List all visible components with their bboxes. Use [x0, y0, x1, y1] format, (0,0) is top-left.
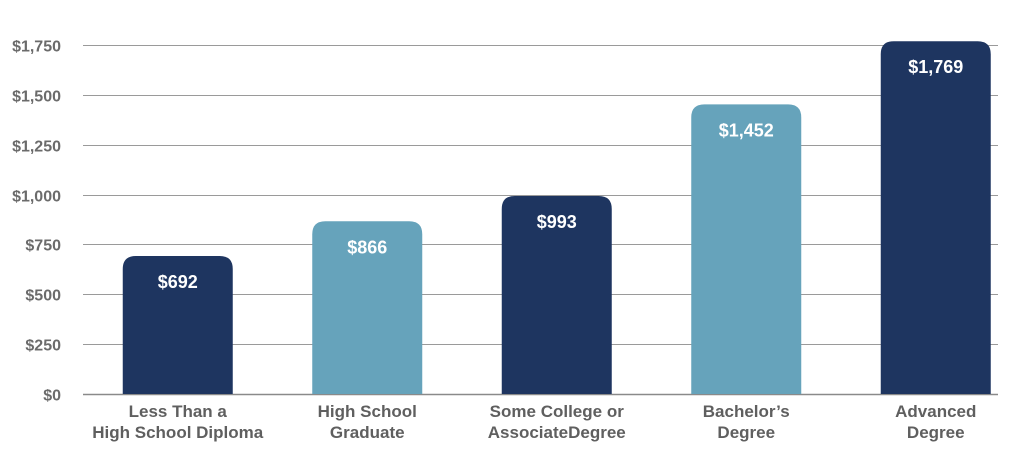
- bar: [501, 195, 612, 394]
- x-tick-label: Bachelor’s: [703, 402, 790, 421]
- y-tick-label: $1,500: [12, 89, 61, 106]
- bars: [122, 41, 991, 395]
- x-tick-label: Graduate: [330, 423, 405, 442]
- x-tick-label: High School Diploma: [92, 423, 263, 442]
- x-tick-label: Advanced: [895, 402, 976, 421]
- bar: [312, 221, 423, 394]
- y-axis-tick-labels: $0 $250 $500 $750 $1,000 $1,250 $1,500 $1,750: [12, 39, 61, 405]
- y-tick-label: $0: [43, 388, 61, 405]
- bar-value-label: $866: [347, 237, 387, 257]
- bar-value-labels: $692 $866 $993 $1,452 $1,769: [158, 57, 964, 292]
- x-tick-label: Some College or: [490, 402, 625, 421]
- bar-value-label: $1,452: [719, 120, 774, 140]
- x-tick-label: Less Than a: [129, 402, 228, 421]
- x-tick-label: High School: [318, 402, 417, 421]
- y-tick-label: $1,250: [12, 139, 61, 156]
- x-axis-category-labels: Less Than a High School Diploma High Schoo…: [92, 402, 976, 442]
- y-tick-label: $500: [25, 288, 61, 305]
- bar-value-label: $1,769: [908, 57, 963, 77]
- x-tick-label: Degree: [717, 423, 775, 442]
- y-tick-label: $750: [25, 238, 61, 255]
- bar: [691, 104, 802, 394]
- bar-value-label: $692: [158, 272, 198, 292]
- gridlines: [83, 45, 998, 396]
- x-tick-label: Degree: [907, 423, 965, 442]
- bar: [122, 255, 233, 394]
- y-tick-label: $1,000: [12, 189, 61, 206]
- x-tick-label: AssociateDegree: [488, 423, 626, 442]
- y-tick-label: $250: [25, 338, 61, 355]
- bar: [880, 41, 991, 395]
- bar-value-label: $993: [537, 212, 577, 232]
- y-tick-label: $1,750: [12, 39, 61, 56]
